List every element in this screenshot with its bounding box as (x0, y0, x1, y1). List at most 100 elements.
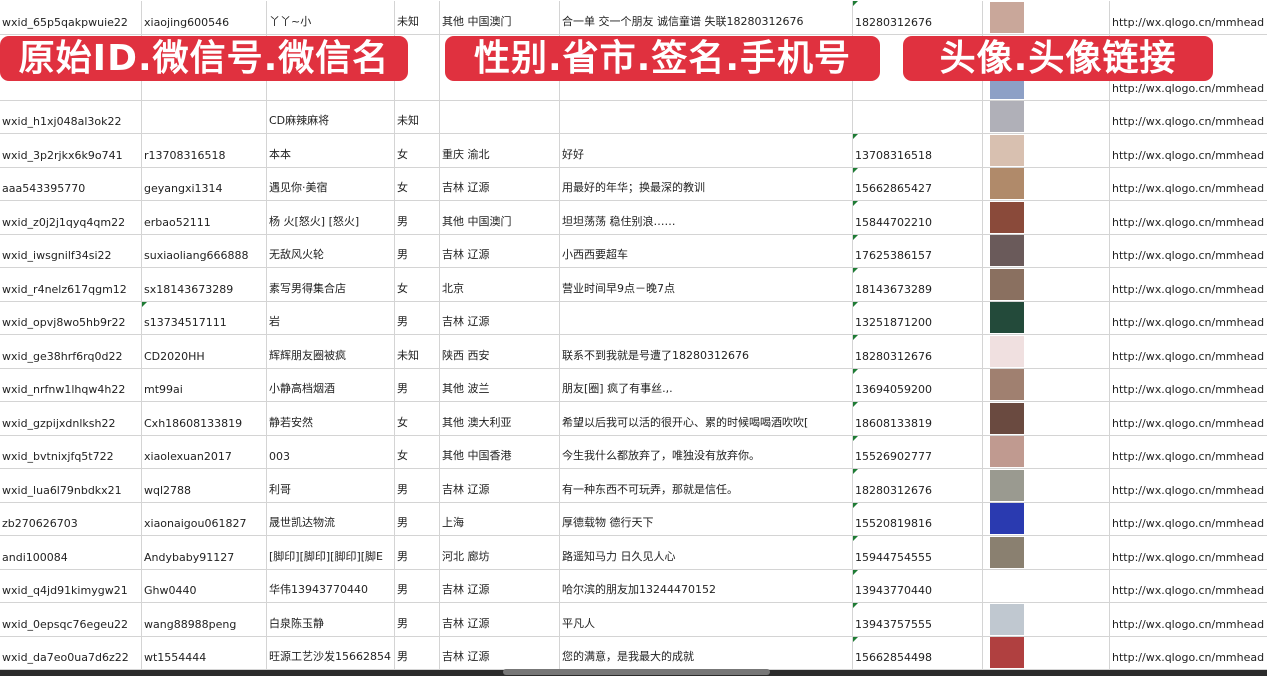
cell-avatar-url[interactable]: http://wx.qlogo.cn/mmhead (1112, 416, 1265, 430)
cell-wechat-name[interactable]: 无敌风火轮 (267, 234, 395, 267)
cell-wechat-id[interactable]: wang88988peng (142, 603, 267, 636)
cell-original-id[interactable]: wxid_3p2rjkx6k9o741 (0, 134, 142, 167)
cell-wechat-name[interactable]: 素写男得集合店 (267, 268, 395, 301)
cell-wechat-name[interactable]: 利哥 (267, 469, 395, 502)
cell-signature[interactable]: 哈尔滨的朋友加13244470152 (560, 569, 853, 602)
cell-signature[interactable]: 坦坦荡荡 稳住别浪…… (560, 201, 853, 234)
cell-wechat-id[interactable]: wql2788 (142, 469, 267, 502)
cell-avatar[interactable] (983, 536, 1110, 569)
cell-avatar-url[interactable]: http://wx.qlogo.cn/mmhead (1112, 316, 1265, 329)
cell-wechat-name[interactable]: 丫丫~小 (267, 1, 395, 34)
cell-original-id[interactable]: wxid_da7eo0ua7d6z22 (0, 636, 142, 669)
cell-wechat-id[interactable]: Cxh18608133819 (142, 402, 267, 435)
cell-signature[interactable]: 希望以后我可以活的很开心、累的时候喝喝酒吹吹[ (560, 402, 853, 435)
cell-signature[interactable]: 您的满意，是我最大的成就 (560, 636, 853, 669)
cell-phone[interactable]: 15662854498 (853, 636, 983, 669)
cell-gender[interactable]: 未知 (395, 335, 440, 368)
cell-gender[interactable]: 女 (395, 134, 440, 167)
cell-region[interactable]: 吉林 辽源 (440, 234, 560, 267)
cell-avatar[interactable] (983, 603, 1110, 636)
cell-avatar-url[interactable]: http://wx.qlogo.cn/mmhead (1112, 15, 1265, 29)
cell-avatar[interactable] (983, 402, 1110, 435)
cell-wechat-name[interactable]: CD麻辣麻将 (267, 100, 395, 133)
cell-avatar-url[interactable]: http://wx.qlogo.cn/mmhead (1112, 483, 1265, 497)
cell-signature[interactable] (560, 301, 853, 334)
cell-wechat-id[interactable]: erbao52111 (142, 201, 267, 234)
cell-wechat-id[interactable]: wt1554444 (142, 636, 267, 669)
cell-phone[interactable]: 15662865427 (853, 167, 983, 200)
cell-phone[interactable]: 18280312676 (853, 335, 983, 368)
cell-region[interactable]: 其他 中国澳门 (440, 1, 560, 34)
cell-signature[interactable]: 好好 (560, 134, 853, 167)
cell-avatar-url[interactable]: http://wx.qlogo.cn/mmhead (1112, 148, 1265, 162)
cell-wechat-name[interactable]: 杨 火[怒火] [怒火] (267, 201, 395, 234)
cell-region[interactable]: 吉林 辽源 (440, 167, 560, 200)
cell-avatar-url[interactable]: http://wx.qlogo.cn/mmhead (1112, 651, 1265, 664)
cell-region[interactable]: 吉林 辽源 (440, 603, 560, 636)
cell-wechat-name[interactable]: 岩 (267, 301, 395, 334)
cell-wechat-name[interactable]: 遇见你·美宿 (267, 167, 395, 200)
cell-avatar-url[interactable]: http://wx.qlogo.cn/mmhead (1112, 517, 1265, 530)
cell-gender[interactable]: 未知 (395, 1, 440, 34)
cell-gender[interactable]: 女 (395, 435, 440, 468)
cell-wechat-name[interactable]: [脚印][脚印][脚印][脚E (267, 536, 395, 569)
cell-gender[interactable]: 女 (395, 402, 440, 435)
cell-original-id[interactable]: wxid_opvj8wo5hb9r22 (0, 301, 142, 334)
cell-avatar[interactable] (983, 301, 1110, 334)
cell-avatar[interactable] (983, 368, 1110, 401)
cell-wechat-id[interactable]: sx18143673289 (142, 268, 267, 301)
cell-wechat-id[interactable]: Andybaby91127 (142, 536, 267, 569)
cell-avatar-url[interactable]: http://wx.qlogo.cn/mmhead (1112, 81, 1265, 95)
cell-gender[interactable]: 男 (395, 234, 440, 267)
cell-original-id[interactable]: zb270626703 (0, 502, 142, 535)
cell-signature[interactable]: 合一单 交一个朋友 诚信童谱 失联18280312676 (560, 1, 853, 34)
cell-region[interactable]: 上海 (440, 502, 560, 535)
cell-avatar[interactable] (983, 502, 1110, 535)
cell-phone[interactable]: 15520819816 (853, 502, 983, 535)
cell-signature[interactable]: 用最好的年华；换最深的教训 (560, 167, 853, 200)
cell-signature[interactable]: 朋友[圈] 疯了有事丝.,. (560, 368, 853, 401)
cell-gender[interactable]: 男 (395, 636, 440, 669)
cell-region[interactable]: 其他 中国澳门 (440, 201, 560, 234)
cell-original-id[interactable]: wxid_q4jd91kimygw21 (0, 569, 142, 602)
cell-gender[interactable]: 男 (395, 469, 440, 502)
cell-avatar[interactable] (983, 100, 1110, 133)
cell-region[interactable]: 陕西 西安 (440, 335, 560, 368)
cell-signature[interactable]: 今生我什么都放弃了，唯独没有放弃你。 (560, 435, 853, 468)
cell-signature[interactable]: 联系不到我就是号遭了18280312676 (560, 335, 853, 368)
cell-phone[interactable]: 13708316518 (853, 134, 983, 167)
cell-avatar[interactable] (983, 636, 1110, 669)
cell-region[interactable]: 吉林 辽源 (440, 569, 560, 602)
cell-wechat-name[interactable]: 晟世凯达物流 (267, 502, 395, 535)
cell-original-id[interactable]: wxid_r4nelz617qgm12 (0, 268, 142, 301)
cell-phone[interactable]: 15944754555 (853, 536, 983, 569)
cell-wechat-id[interactable]: xiaolexuan2017 (142, 435, 267, 468)
cell-phone[interactable]: 13943770440 (853, 569, 983, 602)
cell-original-id[interactable]: wxid_65p5qakpwuie22 (0, 1, 142, 34)
horizontal-scrollbar[interactable] (503, 669, 770, 675)
cell-region[interactable]: 北京 (440, 268, 560, 301)
cell-original-id[interactable]: wxid_iwsgnilf34si22 (0, 234, 142, 267)
cell-original-id[interactable]: wxid_bvtnixjfq5t722 (0, 435, 142, 468)
cell-wechat-name[interactable]: 华伟13943770440 (267, 569, 395, 602)
cell-avatar[interactable] (983, 167, 1110, 200)
cell-wechat-name[interactable]: 小静高档烟酒 (267, 368, 395, 401)
cell-wechat-id[interactable]: Ghw0440 (142, 569, 267, 602)
cell-avatar[interactable] (983, 569, 1110, 602)
cell-region[interactable] (440, 100, 560, 133)
cell-avatar[interactable] (983, 201, 1110, 234)
cell-gender[interactable]: 男 (395, 201, 440, 234)
cell-original-id[interactable]: aaa543395770 (0, 167, 142, 200)
cell-original-id[interactable]: wxid_z0j2j1qyq4qm22 (0, 201, 142, 234)
cell-avatar-url[interactable]: http://wx.qlogo.cn/mmhead (1112, 584, 1265, 597)
cell-original-id[interactable]: wxid_gzpijxdnlksh22 (0, 402, 142, 435)
cell-region[interactable]: 河北 廊坊 (440, 536, 560, 569)
cell-avatar-url[interactable]: http://wx.qlogo.cn/mmhead (1112, 115, 1265, 128)
cell-phone[interactable]: 15526902777 (853, 435, 983, 468)
cell-wechat-id[interactable]: suxiaoliang666888 (142, 234, 267, 267)
cell-original-id[interactable]: wxid_lua6l79nbdkx21 (0, 469, 142, 502)
cell-avatar-url[interactable]: http://wx.qlogo.cn/mmhead (1112, 282, 1265, 296)
cell-gender[interactable]: 男 (395, 569, 440, 602)
cell-signature[interactable]: 营业时间早9点－晚7点 (560, 268, 853, 301)
cell-phone[interactable]: 18280312676 (853, 1, 983, 34)
